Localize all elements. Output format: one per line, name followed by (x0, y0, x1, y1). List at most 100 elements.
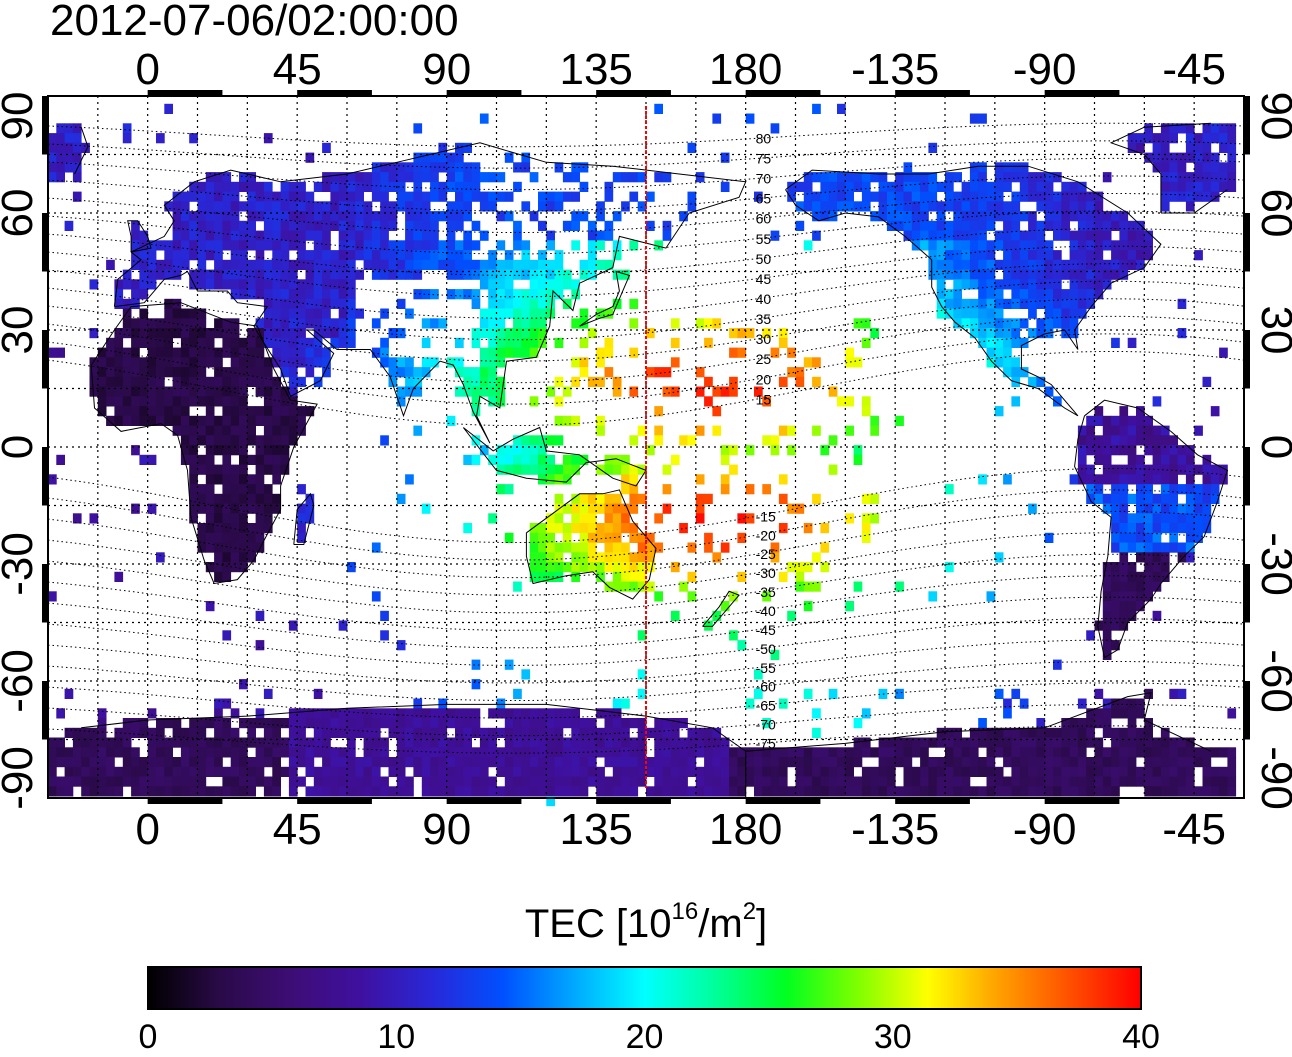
tec-cell (280, 289, 290, 300)
tec-cell (1028, 279, 1037, 290)
tec-cell (463, 757, 472, 768)
tec-cell (1127, 220, 1137, 231)
tec-cell (388, 727, 398, 738)
tec-cell (1152, 562, 1162, 573)
tec-cell (114, 347, 124, 358)
tec-cell (1069, 181, 1079, 192)
tec-cell (554, 191, 564, 202)
tick-band (42, 447, 47, 506)
tec-cell (961, 250, 971, 261)
tec-cell (322, 776, 331, 787)
tec-cell (587, 737, 597, 748)
tec-cell (745, 698, 755, 709)
magnetic-latitude-label: -65 (756, 698, 776, 714)
tec-cell (239, 347, 248, 358)
tec-cell (845, 201, 854, 212)
tec-cell (488, 737, 497, 748)
tec-cell (255, 493, 265, 504)
tec-cell (986, 747, 996, 758)
tec-cell (297, 259, 306, 270)
tec-cell (621, 571, 630, 582)
tec-cell (579, 269, 589, 280)
tec-cell (222, 523, 232, 534)
tec-cell (1003, 220, 1012, 231)
tec-cell (131, 718, 140, 729)
tec-cell (554, 279, 564, 290)
tec-cell (1160, 513, 1170, 524)
tec-cell (114, 357, 124, 368)
tec-cell (1019, 211, 1029, 222)
tec-cell (1177, 298, 1187, 309)
tec-cell (380, 240, 389, 251)
tec-cell (205, 328, 215, 339)
tec-cell (504, 737, 514, 748)
tec-cell (222, 464, 232, 475)
tec-cell (845, 357, 854, 368)
tec-cell (704, 757, 713, 768)
tec-cell (156, 347, 165, 358)
tec-cell (1069, 776, 1079, 787)
tec-cell (189, 308, 198, 319)
tec-cell (812, 425, 821, 436)
tec-cell (571, 357, 580, 368)
tec-cell (371, 718, 381, 729)
tec-cell (604, 708, 614, 719)
tec-cell (156, 337, 165, 348)
tec-cell (986, 727, 996, 738)
tec-cell (1077, 230, 1087, 241)
tec-cell (131, 318, 140, 329)
tec-cell (297, 376, 306, 387)
tec-cell (247, 474, 256, 485)
tec-cell (571, 523, 580, 534)
tec-cell (1011, 737, 1021, 748)
tec-cell (247, 347, 256, 358)
tec-cell (214, 747, 223, 758)
tec-cell (554, 523, 564, 534)
tec-cell (778, 493, 788, 504)
tec-cell (579, 718, 589, 729)
tec-cell (828, 435, 838, 446)
tec-cell (770, 776, 780, 787)
magnetic-contour (47, 333, 1245, 405)
tec-cell (189, 435, 198, 446)
tec-cell (272, 786, 281, 797)
tec-cell (1160, 542, 1170, 553)
tec-cell (463, 240, 472, 251)
tec-cell (479, 230, 489, 241)
tec-cell (488, 289, 497, 300)
tec-cell (596, 776, 605, 787)
tec-cell (305, 220, 315, 231)
tec-cell (828, 757, 838, 768)
tec-cell (56, 123, 65, 134)
tec-cell (288, 298, 298, 309)
tec-cell (596, 523, 605, 534)
tec-cell (662, 737, 672, 748)
tec-cell (936, 298, 946, 309)
tec-cell (172, 406, 182, 417)
tec-cell (637, 737, 647, 748)
tec-cell (621, 454, 630, 465)
tec-cell (1102, 630, 1112, 641)
tec-cell (1194, 757, 1203, 768)
tec-cell (604, 523, 614, 534)
tec-cell (272, 259, 281, 270)
tec-cell (1219, 464, 1228, 475)
tec-cell (1185, 464, 1195, 475)
tec-cell (1102, 571, 1112, 582)
tec-cell (861, 406, 871, 417)
tec-cell (637, 757, 647, 768)
tec-cell (114, 386, 124, 397)
tec-cell (587, 220, 597, 231)
tec-cell (687, 786, 697, 797)
tec-cell (147, 737, 157, 748)
tec-cell (413, 123, 423, 134)
tec-cell (1086, 484, 1095, 495)
tec-cell (455, 727, 464, 738)
tec-cell (330, 786, 340, 797)
tec-cell (571, 503, 580, 514)
tec-cell (1127, 610, 1137, 621)
tec-cell (861, 747, 871, 758)
tec-cell (886, 747, 896, 758)
tec-cell (1169, 766, 1178, 777)
tec-cell (1094, 708, 1104, 719)
